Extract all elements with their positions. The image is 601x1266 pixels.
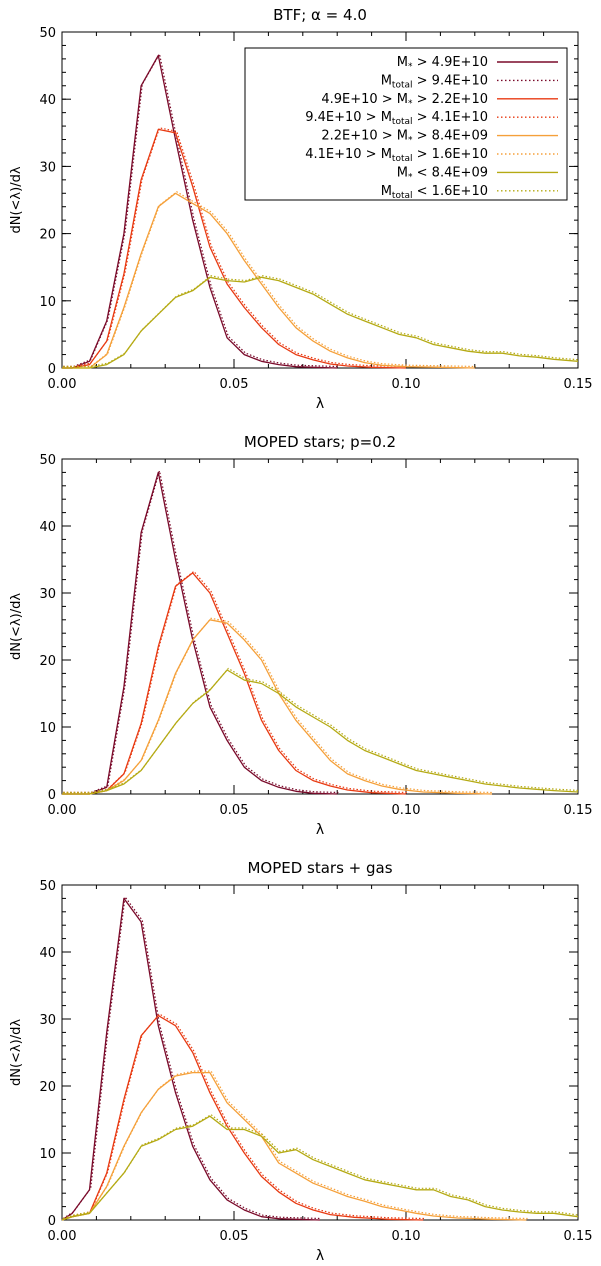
chart-title: BTF; α = 4.0 <box>273 6 367 24</box>
x-axis-label: λ <box>316 396 324 412</box>
x-tick-label: 0.10 <box>392 1229 421 1244</box>
chart-title: MOPED stars + gas <box>247 859 392 877</box>
y-tick-label: 30 <box>39 160 56 175</box>
series-line-2 <box>61 1014 424 1221</box>
chart-title: MOPED stars; p=0.2 <box>244 433 396 451</box>
y-tick-label: 10 <box>39 721 56 736</box>
series-dotted-line-4 <box>63 1113 580 1220</box>
y-tick-label: 20 <box>39 654 56 669</box>
plot-frame <box>61 458 579 795</box>
series-dotted-line-1 <box>62 895 322 1220</box>
series-dotted-line-2 <box>63 1013 425 1220</box>
x-tick-label: 0.15 <box>564 803 593 818</box>
x-tick-label: 0.05 <box>220 803 249 818</box>
chart-panel-1: BTF; α = 4.0 0.00 0.05 0.10 0.15 0 10 20 30 40 50 λ… <box>9 6 592 412</box>
series-dotted-line-3 <box>63 191 477 368</box>
y-tick-label: 0 <box>48 362 56 377</box>
y-axis-label: dN(<λ)/dλ <box>9 1019 24 1086</box>
series-line-3 <box>61 1071 527 1221</box>
y-tick-label: 40 <box>39 946 56 961</box>
plot-frame <box>61 884 579 1221</box>
x-axis-label: λ <box>316 1248 324 1264</box>
y-tick-label: 50 <box>39 453 56 468</box>
y-tick-label: 20 <box>39 1080 56 1095</box>
legend-box <box>244 47 568 201</box>
chart-panel-3: MOPED stars + gas 0.00 0.05 0.10 0.15 0 10 20 30… <box>9 859 592 1264</box>
x-tick-label: 0.00 <box>48 1229 77 1244</box>
chart-panel-2: MOPED stars; p=0.2 0.00 0.05 0.10 0.15 0 10 20 3… <box>9 433 592 838</box>
legend-label: Mtotal > 9.4E+10 <box>381 73 488 90</box>
y-tick-label: 50 <box>39 879 56 894</box>
x-axis-label: λ <box>316 822 324 838</box>
y-tick-label: 0 <box>48 1214 56 1229</box>
legend-label: M* > 4.9E+10 <box>397 55 488 72</box>
legend-label: M* < 8.4E+09 <box>397 165 488 182</box>
x-tick-label: 0.15 <box>564 377 593 392</box>
legend-label: 4.1E+10 > Mtotal > 1.6E+10 <box>305 147 488 164</box>
series-line-4 <box>62 276 579 369</box>
y-tick-label: 40 <box>39 520 56 535</box>
series-dotted-line-2 <box>63 127 408 368</box>
series-line-1 <box>61 897 321 1221</box>
x-tick-label: 0.05 <box>220 1229 249 1244</box>
x-tick-label: 0.10 <box>392 803 421 818</box>
legend-label: 9.4E+10 > Mtotal > 4.1E+10 <box>305 110 488 127</box>
series-dotted-line-2 <box>63 570 408 794</box>
series-dotted-line-4 <box>63 667 580 794</box>
x-tick-label: 0.00 <box>48 377 77 392</box>
series-dotted-line-3 <box>63 617 494 794</box>
x-tick-label: 0.05 <box>220 377 249 392</box>
series-dotted-line-1 <box>63 470 339 794</box>
series-line-4 <box>62 669 579 795</box>
y-axis-label: dN(<λ)/dλ <box>9 593 24 660</box>
y-tick-label: 30 <box>39 587 56 602</box>
x-tick-label: 0.15 <box>564 1229 593 1244</box>
x-tick-label: 0.00 <box>48 803 77 818</box>
series-line-2 <box>62 572 407 795</box>
y-tick-label: 30 <box>39 1013 56 1028</box>
legend-label: 4.9E+10 > M* > 2.2E+10 <box>321 92 488 109</box>
series-line-1 <box>62 471 338 795</box>
legend-label: Mtotal < 1.6E+10 <box>381 184 488 201</box>
legend-label: 2.2E+10 > M* > 8.4E+09 <box>321 129 488 146</box>
series-dotted-line-4 <box>63 275 580 368</box>
x-tick-label: 0.10 <box>392 377 421 392</box>
series-line-2 <box>62 128 407 369</box>
series-line-3 <box>62 192 475 369</box>
y-axis-label: dN(<λ)/dλ <box>9 166 24 233</box>
y-tick-label: 40 <box>39 93 56 108</box>
series-line-4 <box>61 1115 579 1221</box>
y-tick-label: 0 <box>48 788 56 803</box>
y-tick-label: 50 <box>39 26 56 41</box>
series-dotted-line-3 <box>63 1070 528 1220</box>
y-tick-label: 10 <box>39 295 56 310</box>
y-tick-label: 10 <box>39 1147 56 1162</box>
y-tick-label: 20 <box>39 228 56 243</box>
